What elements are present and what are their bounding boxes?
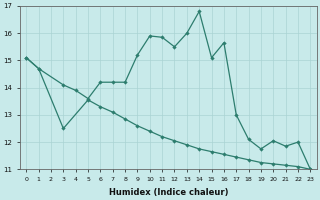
X-axis label: Humidex (Indice chaleur): Humidex (Indice chaleur) [108,188,228,197]
